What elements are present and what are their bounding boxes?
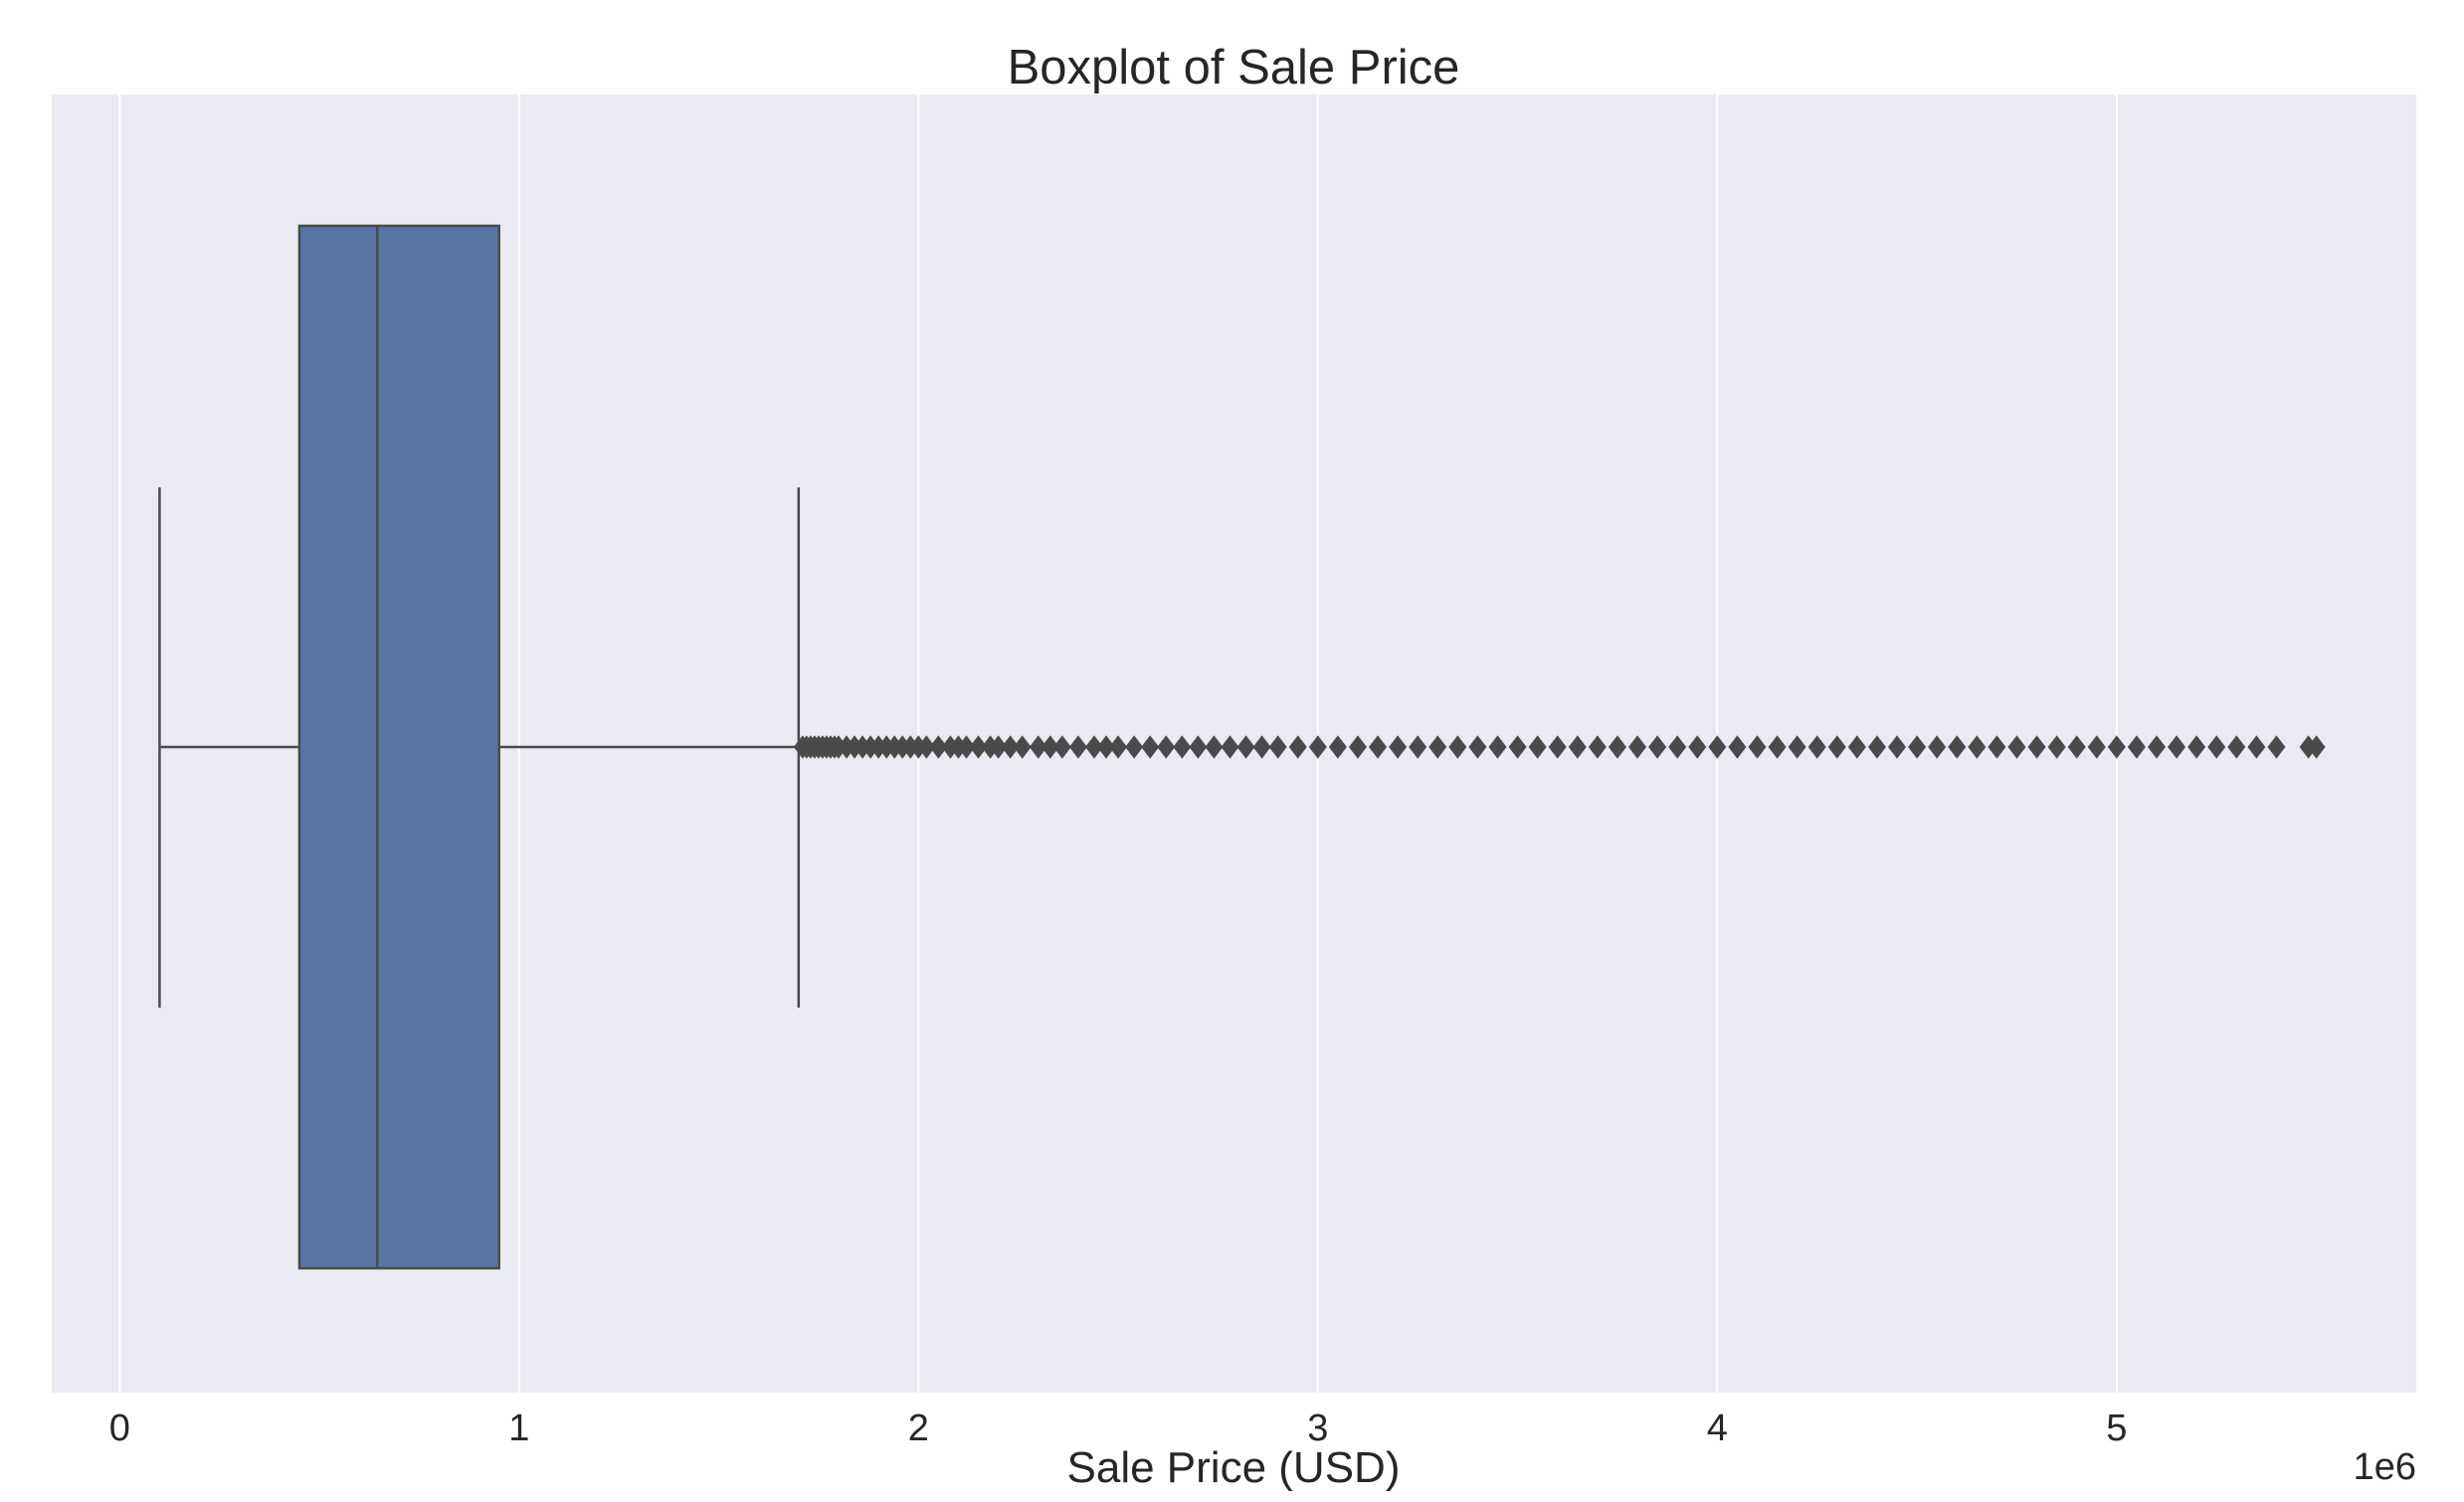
outlier-point — [1084, 735, 1103, 759]
outlier-point — [1409, 735, 1427, 759]
outlier-point — [957, 735, 976, 759]
outlier-point — [1768, 735, 1787, 759]
outlier-point — [1708, 735, 1727, 759]
outlier-point — [1928, 735, 1947, 759]
outlier-point — [1029, 735, 1047, 759]
outlier-point — [1448, 735, 1467, 759]
outlier-point — [1988, 735, 2006, 759]
outlier-point — [1628, 735, 1647, 759]
outlier-point — [1288, 735, 1307, 759]
outlier-point — [2227, 735, 2246, 759]
outlier-markers — [793, 735, 2326, 759]
outlier-point — [1668, 735, 1687, 759]
x-tick-label: 0 — [109, 1408, 130, 1449]
outlier-point — [1189, 735, 1208, 759]
outlier-point — [1548, 735, 1567, 759]
outlier-point — [2067, 735, 2086, 759]
box-group — [158, 224, 801, 1270]
outlier-point — [2187, 735, 2206, 759]
outlier-point — [1847, 735, 1866, 759]
x-tick-labels: 0 1 2 3 4 5 — [109, 1408, 2128, 1449]
interquartile-box — [297, 224, 500, 1270]
outlier-point — [1788, 735, 1806, 759]
outlier-point — [1888, 735, 1907, 759]
outlier-point — [1268, 735, 1287, 759]
outlier-point — [1688, 735, 1707, 759]
outlier-point — [1001, 735, 1020, 759]
outlier-point — [1369, 735, 1388, 759]
outlier-point — [1141, 735, 1160, 759]
x-tick-label: 2 — [908, 1408, 929, 1449]
outlier-point — [1252, 735, 1271, 759]
outlier-point — [1308, 735, 1327, 759]
outlier-point — [1236, 735, 1255, 759]
outlier-point — [1097, 735, 1116, 759]
outlier-point — [1468, 735, 1487, 759]
outlier-point — [1908, 735, 1927, 759]
outlier-point — [1157, 735, 1176, 759]
outlier-point — [1013, 735, 1032, 759]
outlier-point — [1968, 735, 1987, 759]
outlier-point — [1827, 735, 1846, 759]
x-axis-offset-label: 1e6 — [2354, 1446, 2416, 1488]
outlier-point — [1728, 735, 1747, 759]
outlier-point — [1348, 735, 1367, 759]
outlier-point — [1052, 735, 1071, 759]
x-axis-label: Sale Price (USD) — [1067, 1443, 1401, 1492]
outlier-point — [1568, 735, 1587, 759]
outlier-point — [1428, 735, 1447, 759]
outlier-point — [2047, 735, 2066, 759]
outlier-point — [989, 735, 1008, 759]
chart-title: Boxplot of Sale Price — [1008, 41, 1460, 94]
outlier-point — [1173, 735, 1192, 759]
outlier-point — [2087, 735, 2106, 759]
outlier-point — [2127, 735, 2146, 759]
outlier-point — [2307, 735, 2326, 759]
outlier-point — [1041, 735, 1059, 759]
outlier-point — [2207, 735, 2226, 759]
outlier-point — [2148, 735, 2167, 759]
outlier-point — [1748, 735, 1767, 759]
outlier-point — [1389, 735, 1408, 759]
x-tick-label: 3 — [1307, 1408, 1328, 1449]
outlier-point — [2027, 735, 2046, 759]
outlier-point — [1221, 735, 1239, 759]
outlier-point — [1588, 735, 1607, 759]
x-tick-label: 5 — [2106, 1408, 2127, 1449]
outlier-point — [1205, 735, 1224, 759]
outlier-point — [1948, 735, 1967, 759]
outlier-point — [2168, 735, 2186, 759]
outlier-point — [969, 735, 988, 759]
outlier-point — [1528, 735, 1547, 759]
outlier-point — [1807, 735, 1826, 759]
outlier-point — [1608, 735, 1626, 759]
outlier-point — [1867, 735, 1886, 759]
outlier-point — [1488, 735, 1507, 759]
outlier-point — [1125, 735, 1144, 759]
outlier-point — [917, 735, 936, 759]
x-tick-label: 4 — [1707, 1408, 1728, 1449]
outlier-point — [929, 735, 948, 759]
x-tick-label: 1 — [508, 1408, 529, 1449]
outlier-point — [2007, 735, 2026, 759]
outlier-point — [1648, 735, 1667, 759]
outlier-point — [1328, 735, 1347, 759]
outlier-point — [2107, 735, 2126, 759]
outlier-point — [1109, 735, 1128, 759]
outlier-point — [2267, 735, 2286, 759]
outlier-point — [2247, 735, 2266, 759]
outlier-point — [1068, 735, 1087, 759]
outlier-point — [1508, 735, 1527, 759]
